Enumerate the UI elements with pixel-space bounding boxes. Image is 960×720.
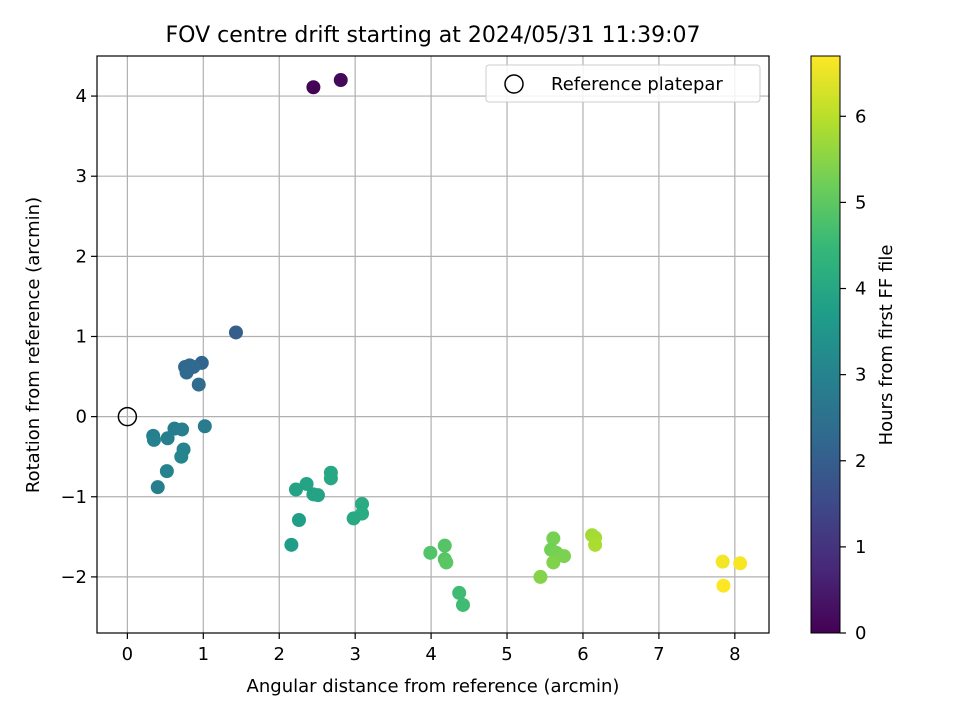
- data-point: [556, 549, 571, 564]
- data-point: [150, 480, 165, 495]
- colorbar-ticks: 0 1 2 3 4 5 6: [840, 106, 866, 644]
- legend-label-reference: Reference platepar: [551, 74, 723, 95]
- x-axis-label: Angular distance from reference (arcmin): [247, 676, 620, 697]
- colorbar-tick-label: 0: [855, 623, 866, 644]
- legend-box: [485, 64, 761, 103]
- data-point: [228, 325, 243, 340]
- colorbar-tick-label: 4: [855, 279, 866, 300]
- colorbar-tick-label: 6: [855, 106, 866, 127]
- data-point: [179, 365, 194, 380]
- colorbar-ramp: [810, 55, 841, 634]
- data-point: [323, 471, 338, 486]
- colorbar-tick-label: 2: [855, 451, 866, 472]
- data-point: [355, 496, 370, 511]
- data-point: [197, 419, 212, 434]
- data-point: [546, 531, 561, 546]
- x-tick-label: 1: [198, 644, 209, 665]
- data-point: [333, 73, 348, 88]
- x-tick-label: 7: [653, 644, 664, 665]
- legend: Reference platepar: [485, 64, 761, 103]
- data-point: [306, 80, 321, 95]
- data-point: [423, 545, 438, 560]
- y-axis-label: Rotation from reference (arcmin): [23, 197, 44, 493]
- y-tick-label: 4: [76, 86, 87, 107]
- data-point: [455, 597, 470, 612]
- x-tick-label: 8: [729, 644, 740, 665]
- colorbar-tick-label: 5: [855, 192, 866, 213]
- data-point: [716, 578, 731, 593]
- y-tick-label: 3: [76, 166, 87, 187]
- y-tick-label: 2: [76, 246, 87, 267]
- data-point: [288, 482, 303, 497]
- data-point: [546, 555, 561, 570]
- x-axis-ticks: 0 1 2 3 4 5 6 7 8: [122, 633, 741, 665]
- grid-lines: [97, 56, 769, 633]
- plot-frame: [96, 55, 770, 634]
- data-point: [588, 537, 603, 552]
- data-point: [284, 537, 299, 552]
- y-tick-label: 0: [76, 407, 87, 428]
- data-point: [159, 464, 174, 479]
- data-point: [452, 585, 467, 600]
- y-tick-label: −1: [60, 487, 87, 508]
- data-point: [437, 538, 452, 553]
- data-point: [346, 511, 361, 526]
- data-point: [174, 449, 189, 464]
- data-point: [733, 556, 748, 571]
- colorbar-tick-label: 1: [855, 537, 866, 558]
- data-point: [310, 488, 325, 503]
- data-point: [160, 431, 175, 446]
- colorbar: 0 1 2 3 4 5 6 Hours from first FF file: [810, 55, 897, 644]
- data-point: [175, 422, 190, 437]
- y-axis-ticks: −2 −1 0 1 2 3 4: [60, 86, 97, 588]
- data-point: [191, 377, 206, 392]
- x-tick-label: 6: [577, 644, 588, 665]
- x-tick-label: 3: [349, 644, 360, 665]
- colorbar-tick-label: 3: [855, 365, 866, 386]
- x-tick-label: 4: [425, 644, 436, 665]
- data-points: [146, 73, 748, 612]
- data-point: [715, 554, 730, 569]
- legend-marker-reference: [504, 74, 524, 94]
- reference-platepar-marker: [117, 406, 138, 427]
- data-point: [439, 555, 454, 570]
- plot-area: 0 1 2 3 4 5 6 7 8 −2 −1 0 1 2 3 4: [60, 55, 770, 665]
- data-point: [146, 432, 161, 447]
- colorbar-label: Hours from first FF file: [876, 245, 897, 446]
- data-point: [291, 513, 306, 528]
- x-tick-label: 0: [122, 644, 133, 665]
- x-tick-label: 2: [274, 644, 285, 665]
- data-point: [533, 569, 548, 584]
- chart-title: FOV centre drift starting at 2024/05/31 …: [166, 23, 701, 48]
- y-tick-label: 1: [76, 326, 87, 347]
- y-tick-label: −2: [60, 567, 87, 588]
- x-tick-label: 5: [501, 644, 512, 665]
- data-point: [299, 476, 314, 491]
